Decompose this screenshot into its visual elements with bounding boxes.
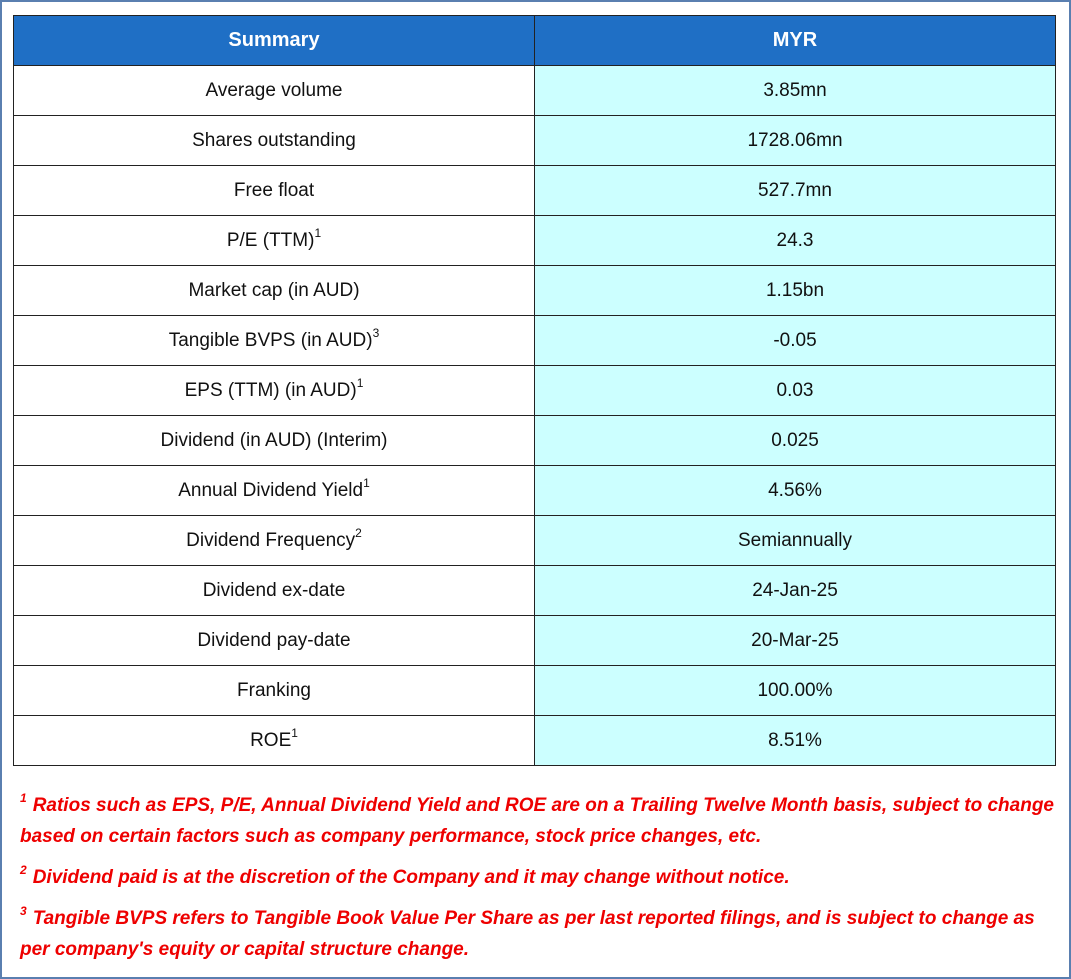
row-label: Annual Dividend Yield: [178, 479, 364, 501]
table-row: Dividend ex-date 24-Jan-25: [13, 565, 1056, 616]
footnote-ref: 3: [372, 325, 380, 340]
value-cell: 1728.06mn: [534, 115, 1056, 166]
row-value: 20-Mar-25: [751, 629, 839, 651]
label-cell: Franking: [13, 665, 535, 716]
label-cell: Annual Dividend Yield1: [13, 465, 535, 516]
value-cell: 20-Mar-25: [534, 615, 1056, 666]
row-value: -0.05: [773, 329, 817, 351]
row-value: 3.85mn: [763, 79, 827, 101]
row-label: Dividend Frequency: [186, 529, 356, 551]
label-cell: Dividend Frequency2: [13, 515, 535, 566]
row-value: 100.00%: [757, 679, 833, 701]
row-label: Market cap (in AUD): [188, 279, 360, 301]
row-value: 1.15bn: [765, 279, 825, 301]
table-row: Dividend Frequency2 Semiannually: [13, 515, 1056, 566]
footnotes: 1 Ratios such as EPS, P/E, Annual Dividen…: [20, 790, 1055, 975]
table-row: Tangible BVPS (in AUD)3 -0.05: [13, 315, 1056, 366]
row-label: Average volume: [205, 79, 343, 101]
value-cell: Semiannually: [534, 515, 1056, 566]
header-cell: MYR: [534, 15, 1056, 66]
row-label: EPS (TTM) (in AUD): [184, 379, 357, 401]
row-value: 4.56%: [768, 479, 822, 501]
value-cell: 8.51%: [534, 715, 1056, 766]
label-cell: Dividend ex-date: [13, 565, 535, 616]
table-row: Free float 527.7mn: [13, 165, 1056, 216]
row-label: P/E (TTM): [226, 229, 315, 251]
row-label: Free float: [233, 179, 315, 201]
label-cell: Tangible BVPS (in AUD)3: [13, 315, 535, 366]
table-row: Franking 100.00%: [13, 665, 1056, 716]
row-label: Dividend pay-date: [197, 629, 351, 651]
footnote-text: Dividend paid is at the discretion of th…: [32, 867, 790, 888]
value-cell: 0.025: [534, 415, 1056, 466]
row-label: Shares outstanding: [192, 129, 356, 151]
footnote-ref: 1: [314, 225, 322, 240]
footnote-mark: 2: [20, 863, 27, 877]
footnote: 2 Dividend paid is at the discretion of t…: [20, 862, 1055, 893]
footnote-text: Ratios such as EPS, P/E, Annual Dividend…: [20, 795, 1054, 847]
value-cell: 527.7mn: [534, 165, 1056, 216]
label-cell: EPS (TTM) (in AUD)1: [13, 365, 535, 416]
label-cell: Dividend (in AUD) (Interim): [13, 415, 535, 466]
table-body: Average volume 3.85mn Shares outstanding 17…: [13, 65, 1056, 766]
footnote-ref: 1: [356, 375, 364, 390]
row-label: ROE: [250, 729, 292, 751]
label-cell: ROE1: [13, 715, 535, 766]
table-row: EPS (TTM) (in AUD)1 0.03: [13, 365, 1056, 416]
row-label: Tangible BVPS (in AUD): [168, 329, 373, 351]
row-label: Dividend ex-date: [202, 579, 346, 601]
row-value: 0.03: [776, 379, 814, 401]
footnote: 3 Tangible BVPS refers to Tangible Book V…: [20, 903, 1055, 965]
footnote-ref: 1: [291, 725, 298, 740]
footnote-mark: 1: [20, 791, 27, 805]
table-row: Average volume 3.85mn: [13, 65, 1056, 116]
footnote-mark: 3: [20, 904, 27, 918]
table-row: Annual Dividend Yield1 4.56%: [13, 465, 1056, 516]
label-cell: Average volume: [13, 65, 535, 116]
value-cell: 0.03: [534, 365, 1056, 416]
row-value: 8.51%: [768, 729, 822, 751]
row-value: 0.025: [771, 429, 819, 451]
table-row: Dividend pay-date 20-Mar-25: [13, 615, 1056, 666]
label-cell: Dividend pay-date: [13, 615, 535, 666]
summary-table: Summary MYR Average volume 3.85mn Shares o…: [13, 15, 1056, 766]
table-row: Market cap (in AUD) 1.15bn: [13, 265, 1056, 316]
value-cell: 3.85mn: [534, 65, 1056, 116]
row-value: Semiannually: [737, 529, 853, 551]
label-cell: Market cap (in AUD): [13, 265, 535, 316]
label-cell: P/E (TTM)1: [13, 215, 535, 266]
row-label: Dividend (in AUD) (Interim): [160, 429, 388, 451]
header-row: Summary MYR: [13, 15, 1056, 66]
value-cell: 4.56%: [534, 465, 1056, 516]
row-label: Franking: [237, 679, 311, 701]
value-cell: 1.15bn: [534, 265, 1056, 316]
header-cell: Summary: [13, 15, 535, 66]
value-cell: 24-Jan-25: [534, 565, 1056, 616]
footnote-ref: 2: [355, 525, 362, 540]
row-value: 24.3: [776, 229, 814, 251]
table-row: Dividend (in AUD) (Interim) 0.025: [13, 415, 1056, 466]
table-row: ROE1 8.51%: [13, 715, 1056, 766]
label-cell: Free float: [13, 165, 535, 216]
value-cell: 100.00%: [534, 665, 1056, 716]
row-value: 24-Jan-25: [752, 579, 838, 601]
footnote: 1 Ratios such as EPS, P/E, Annual Dividen…: [20, 790, 1055, 852]
footnote-ref: 1: [363, 475, 370, 490]
label-cell: Shares outstanding: [13, 115, 535, 166]
row-value: 1728.06mn: [747, 129, 843, 151]
table-row: Shares outstanding 1728.06mn: [13, 115, 1056, 166]
table-row: P/E (TTM)1 24.3: [13, 215, 1056, 266]
footnote-text: Tangible BVPS refers to Tangible Book Va…: [20, 908, 1035, 960]
row-value: 527.7mn: [758, 179, 832, 201]
value-cell: 24.3: [534, 215, 1056, 266]
value-cell: -0.05: [534, 315, 1056, 366]
